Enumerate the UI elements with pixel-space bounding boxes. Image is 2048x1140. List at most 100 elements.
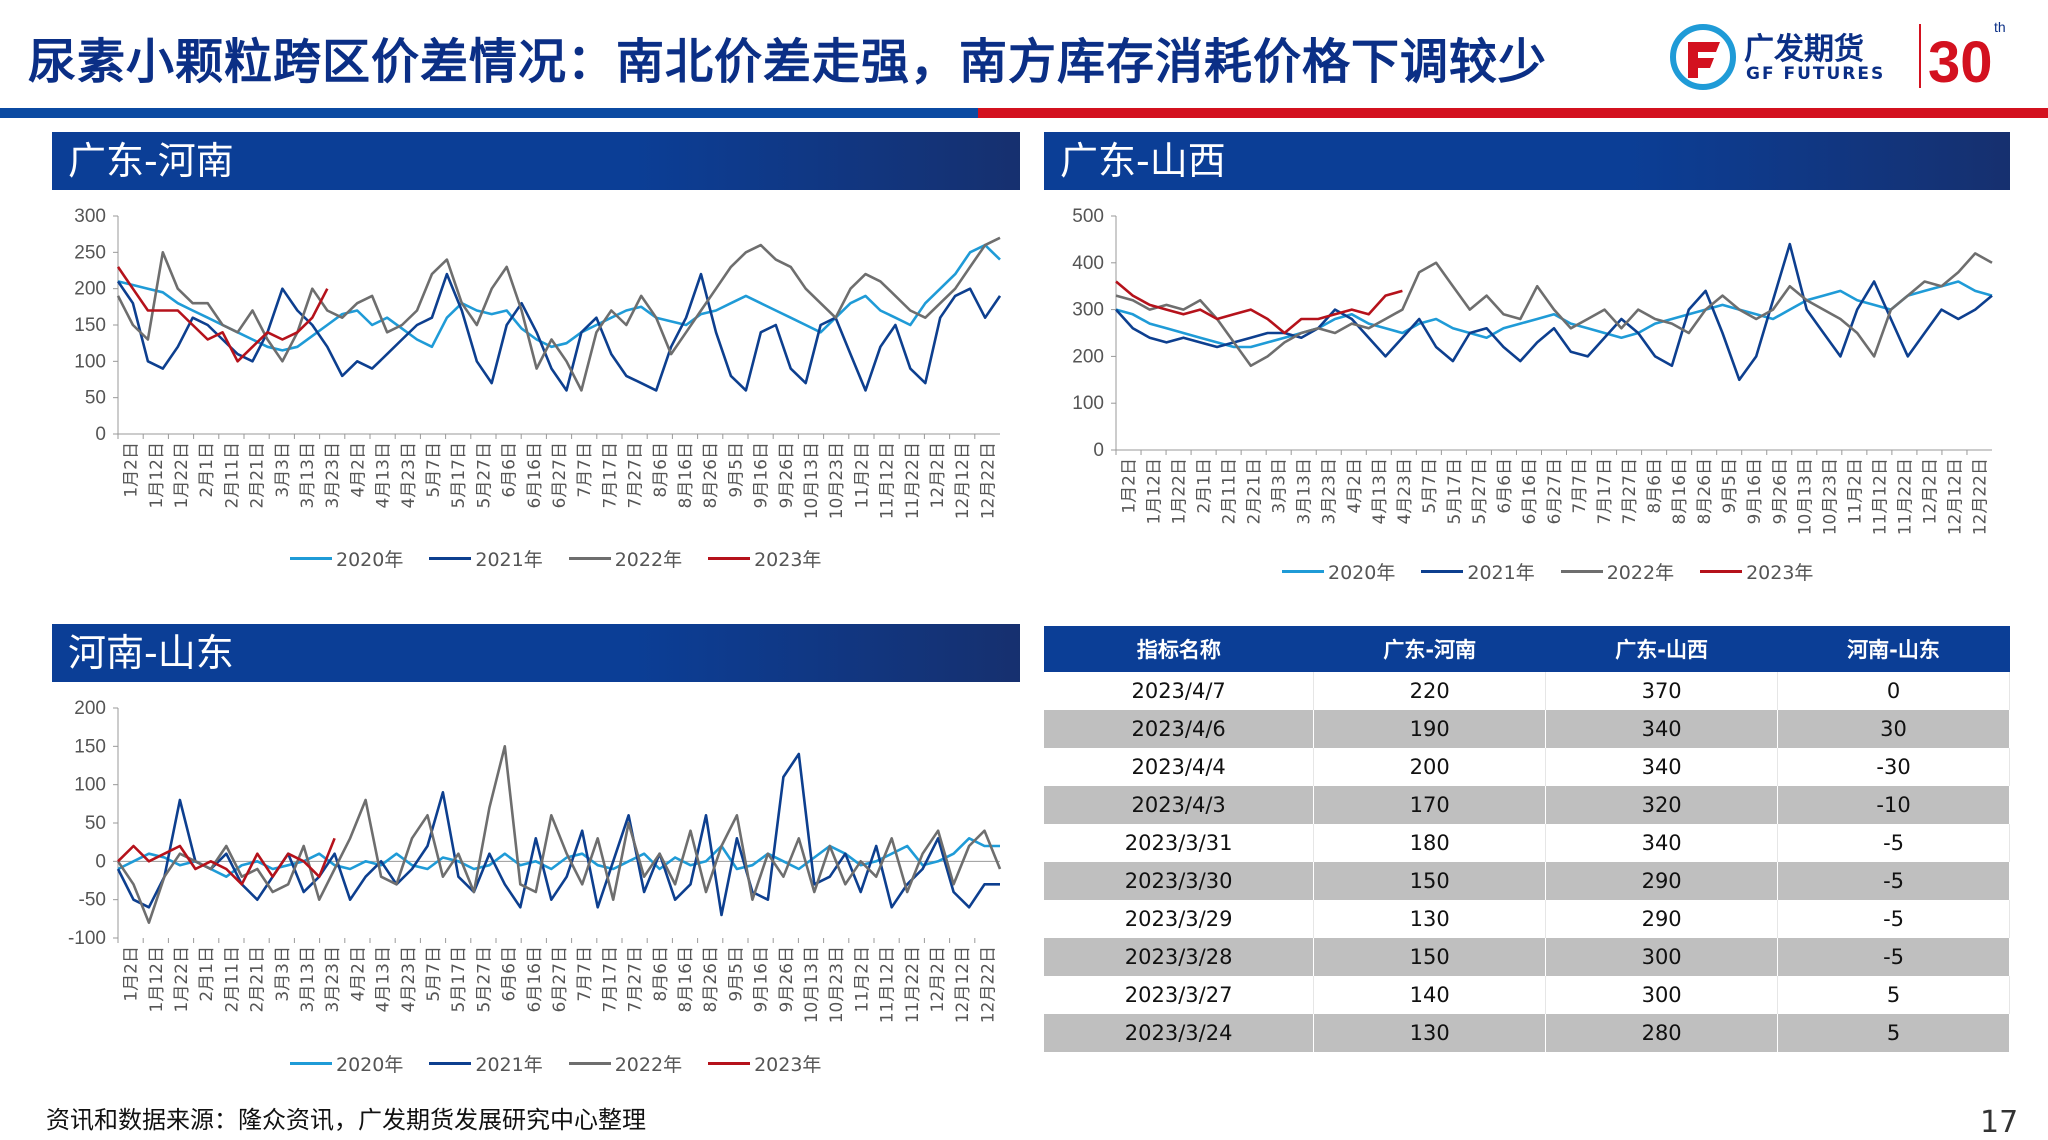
- x-tick-label: 8月6日: [651, 946, 671, 1002]
- x-tick-label: 4月2日: [348, 946, 368, 1002]
- table-header-cell: 河南-山东: [1777, 626, 2010, 672]
- x-tick-label: 5月27日: [474, 442, 494, 508]
- x-tick-label: 5月17日: [449, 946, 469, 1012]
- table-row: 2023/3/30 150 290 -5: [1044, 862, 2010, 900]
- table-header-cell: 广东-山西: [1545, 626, 1778, 672]
- x-tick-label: 10月13日: [1795, 458, 1815, 535]
- y-tick-label: 200: [74, 698, 106, 719]
- series-line-2020: [1115, 280, 1993, 349]
- x-tick-label: 9月16日: [1745, 458, 1765, 524]
- legend-item: 2021年: [1421, 558, 1535, 585]
- table-cell: 2023/3/24: [1044, 1014, 1315, 1052]
- table-cell: 340: [1545, 748, 1779, 786]
- x-tick-label: 12月12日: [953, 946, 973, 1023]
- x-tick-label: 4月2日: [348, 442, 368, 498]
- x-tick-label: 7月7日: [575, 946, 595, 1002]
- x-tick-label: 1月22日: [1170, 458, 1190, 524]
- table-cell: 300: [1545, 938, 1779, 976]
- y-tick-label: 0: [95, 851, 106, 872]
- y-tick-label: 100: [1072, 393, 1104, 414]
- legend-label: 2020年: [336, 1054, 404, 1076]
- x-tick-label: 7月27日: [1620, 458, 1640, 524]
- table-cell: 170: [1313, 786, 1547, 824]
- table-cell: 2023/4/4: [1044, 748, 1315, 786]
- x-tick-label: 3月3日: [273, 946, 293, 1002]
- legend-swatch: [568, 1062, 611, 1065]
- x-tick-label: 6月6日: [500, 442, 520, 498]
- table-cell: 130: [1313, 1014, 1547, 1052]
- x-tick-label: 9月16日: [752, 442, 772, 508]
- legend-swatch: [1560, 570, 1603, 573]
- table-cell: 5: [1777, 1014, 2010, 1052]
- x-tick-label: 1月22日: [172, 442, 192, 508]
- table-cell: 2023/3/31: [1044, 824, 1315, 862]
- x-tick-label: 9月5日: [726, 946, 746, 1002]
- series-line-2021: [1115, 242, 1993, 382]
- x-tick-label: 2月11日: [222, 442, 242, 508]
- x-tick-label: 10月23日: [827, 442, 847, 519]
- legend-guangdong-shanxi: 2020年 2021年 2022年 2023年: [1282, 558, 1813, 585]
- table-cell: 2023/3/29: [1044, 900, 1315, 938]
- table-cell: 2023/4/7: [1044, 672, 1315, 710]
- x-tick-label: 12月22日: [978, 946, 998, 1023]
- svg-text:th: th: [1994, 19, 2006, 35]
- x-tick-label: 7月27日: [626, 442, 646, 508]
- table-header-cell: 广东-河南: [1313, 626, 1546, 672]
- legend-swatch: [290, 557, 332, 560]
- y-tick-label: 200: [1072, 346, 1104, 367]
- legend-item: 2022年: [1560, 558, 1674, 585]
- x-tick-label: 1月12日: [147, 442, 167, 508]
- legend-swatch: [708, 1062, 751, 1065]
- x-tick-label: 7月17日: [600, 442, 620, 508]
- legend-item: 2020年: [1282, 558, 1395, 585]
- table-cell: 190: [1313, 710, 1547, 748]
- legend-swatch: [1282, 570, 1324, 573]
- x-tick-label: 11月12日: [878, 442, 898, 519]
- y-tick-label: 100: [74, 775, 106, 796]
- table-cell: 340: [1545, 824, 1779, 862]
- y-tick-label: 200: [74, 279, 106, 300]
- x-tick-label: 6月6日: [1495, 458, 1515, 514]
- header-divider-red: [978, 108, 2048, 118]
- series-line-2020: [117, 243, 1001, 352]
- legend-label: 2022年: [614, 549, 683, 571]
- x-tick-label: 4月13日: [1370, 458, 1390, 524]
- series-line-2023: [116, 266, 329, 363]
- x-tick-label: 12月22日: [978, 442, 998, 519]
- x-tick-label: 4月13日: [374, 442, 394, 508]
- x-tick-label: 3月23日: [1320, 458, 1340, 524]
- table-cell: 2023/4/6: [1044, 710, 1315, 748]
- x-tick-label: 11月2日: [1845, 458, 1865, 524]
- y-tick-label: 50: [85, 813, 106, 834]
- chart-guangdong-shanxi: 0 100 200 300 400 500 1月2日 1月12日 1月22日 2月1日 2月11日 2…: [1072, 206, 1993, 535]
- legend-guangdong-henan: 2020年 2021年 2022年 2023年: [290, 545, 821, 572]
- table-cell: 150: [1313, 862, 1547, 900]
- x-tick-label: 9月5日: [726, 442, 746, 498]
- table-cell: -5: [1777, 862, 2010, 900]
- table-header-cell: 指标名称: [1044, 626, 1314, 672]
- legend-item: 2021年: [429, 1050, 543, 1077]
- x-tick-label: 8月16日: [676, 442, 696, 508]
- legend-label: 2022年: [614, 1054, 683, 1076]
- x-tick-label: 8月6日: [651, 442, 671, 498]
- table-cell: 2023/3/28: [1044, 938, 1315, 976]
- table-cell: 340: [1545, 710, 1779, 748]
- table-cell: 200: [1313, 748, 1547, 786]
- legend-item: 2020年: [290, 545, 403, 572]
- table-cell: -5: [1777, 900, 2010, 938]
- x-tick-label: 3月3日: [273, 442, 293, 498]
- x-tick-label: 9月26日: [777, 442, 797, 508]
- x-tick-label: 12月22日: [1970, 458, 1990, 535]
- table-row: 2023/3/27 140 300 5: [1044, 976, 2010, 1014]
- x-tick-label: 4月23日: [399, 442, 419, 508]
- legend-label: 2020年: [1328, 562, 1396, 584]
- gf-logo-icon: [1670, 24, 1736, 90]
- legend-label: 2021年: [475, 1054, 543, 1076]
- y-tick-label: 400: [1072, 253, 1104, 274]
- x-tick-label: 10月13日: [802, 946, 822, 1023]
- chart-guangdong-henan: 0 50 100 150 200 250 300 1月2日 1月12日 1月22日 2月1日 2月11…: [74, 206, 1002, 519]
- x-tick-label: 2月1日: [197, 946, 217, 1002]
- table-cell: 130: [1313, 900, 1547, 938]
- table-cell: 180: [1313, 824, 1547, 862]
- x-tick-label: 8月16日: [676, 946, 696, 1012]
